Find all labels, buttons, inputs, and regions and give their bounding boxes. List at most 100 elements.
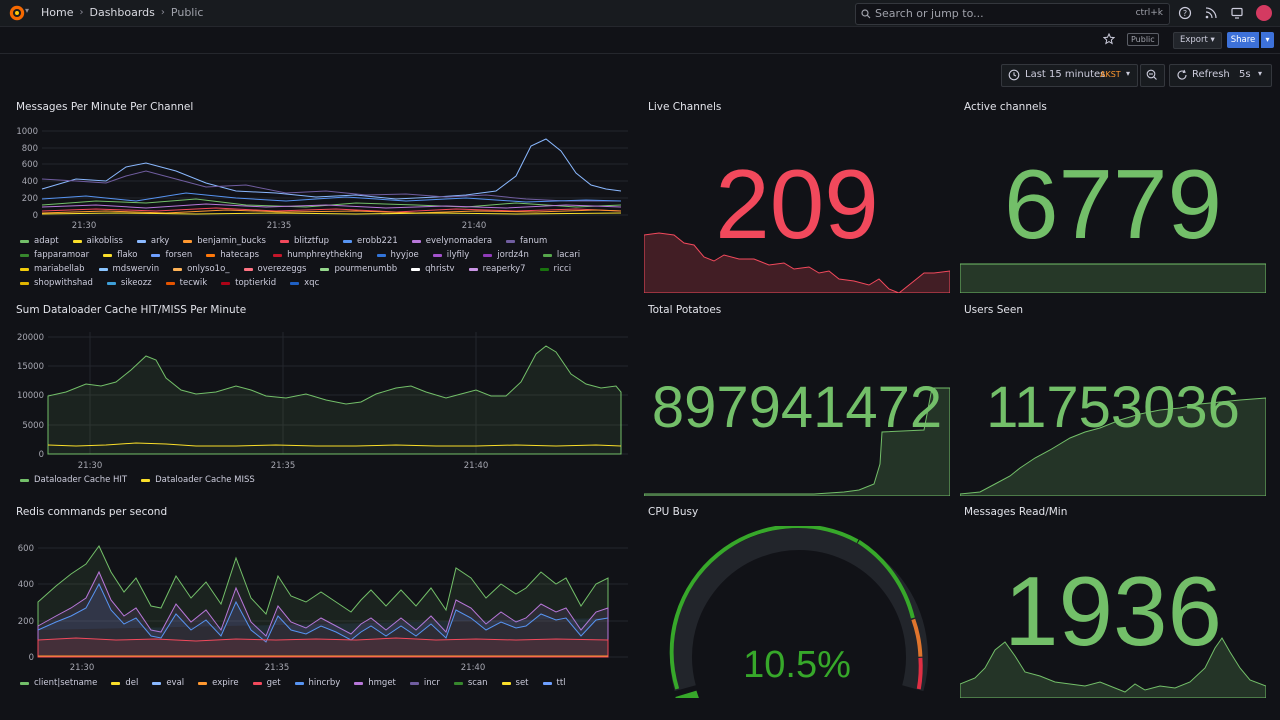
search-input[interactable]: Search or jump to... ctrl+k bbox=[855, 3, 1170, 25]
legend-item[interactable]: sikeozz bbox=[106, 278, 152, 288]
sparkline bbox=[960, 637, 1266, 698]
legend-item[interactable]: get bbox=[252, 678, 281, 688]
legend-label: Dataloader Cache HIT bbox=[34, 475, 128, 485]
cache-miss-series bbox=[47, 442, 622, 447]
legend-swatch bbox=[411, 239, 421, 243]
legend-swatch bbox=[376, 253, 386, 257]
help-icon[interactable]: ? bbox=[1178, 6, 1192, 20]
legend-item[interactable]: qhristv bbox=[411, 264, 455, 274]
panel-title: Total Potatoes bbox=[648, 304, 722, 316]
legend-item[interactable]: erobb221 bbox=[342, 236, 398, 246]
rss-news-icon[interactable] bbox=[1204, 6, 1218, 20]
y-tick: 10000 bbox=[17, 391, 44, 401]
user-avatar[interactable] bbox=[1256, 5, 1272, 21]
legend-item[interactable]: set bbox=[501, 678, 529, 688]
legend-item[interactable]: shopwithshad bbox=[20, 278, 93, 288]
legend-item[interactable]: ricci bbox=[539, 264, 571, 274]
legend-item[interactable]: mdswervin bbox=[98, 264, 159, 274]
legend-item[interactable]: toptierkid bbox=[221, 278, 276, 288]
chart-legend: client|setname del eval expire get hincrby hmg… bbox=[20, 678, 620, 688]
legend-item[interactable]: hmget bbox=[354, 678, 396, 688]
legend-item[interactable]: forsen bbox=[151, 250, 192, 260]
share-dropdown-chevron-icon[interactable]: ▾ bbox=[1261, 32, 1274, 48]
legend-swatch bbox=[183, 239, 193, 243]
legend-item[interactable]: humphreytheking bbox=[273, 250, 363, 260]
legend-swatch bbox=[20, 478, 29, 482]
share-button[interactable]: Share bbox=[1227, 32, 1259, 48]
legend-item[interactable]: hyyjoe bbox=[376, 250, 419, 260]
legend-label: mariabellab bbox=[34, 264, 85, 274]
legend-item[interactable]: evelynomadera bbox=[411, 236, 492, 246]
time-range-picker[interactable]: Last 15 minutes AKST ▾ bbox=[1001, 64, 1138, 87]
star-icon[interactable] bbox=[1103, 33, 1115, 45]
legend-item[interactable]: lacari bbox=[542, 250, 580, 260]
refresh-label: Refresh bbox=[1192, 69, 1230, 80]
breadcrumb-home[interactable]: Home bbox=[41, 6, 74, 19]
legend-swatch bbox=[20, 267, 29, 271]
legend-item[interactable]: adapt bbox=[20, 236, 59, 246]
refresh-button[interactable]: Refresh 5s ▾ bbox=[1169, 64, 1272, 87]
legend-item[interactable]: arky bbox=[136, 236, 169, 246]
legend-item[interactable]: Dataloader Cache MISS bbox=[141, 475, 255, 485]
legend-label: benjamin_bucks bbox=[197, 236, 266, 246]
clock-icon bbox=[1008, 69, 1020, 81]
legend-swatch bbox=[98, 267, 108, 271]
legend-label: aikobliss bbox=[86, 236, 123, 246]
sparkline bbox=[960, 397, 1266, 496]
search-shortcut: ctrl+k bbox=[1135, 8, 1163, 18]
legend-item[interactable]: xqc bbox=[290, 278, 319, 288]
redis-timeseries-chart[interactable]: 600 400 200 0 21:30 21:35 21:40 bbox=[16, 526, 628, 694]
chevron-down-icon[interactable]: ▾ bbox=[25, 6, 30, 15]
export-button[interactable]: Export ▾ bbox=[1173, 32, 1222, 49]
legend-item[interactable]: reaperky7 bbox=[468, 264, 526, 274]
dashboard-toolbar: Public Export ▾ Share ▾ bbox=[0, 27, 1280, 54]
legend-item[interactable]: expire bbox=[198, 678, 239, 688]
legend-item[interactable]: client|setname bbox=[20, 678, 97, 688]
zoom-out-button[interactable] bbox=[1140, 64, 1165, 87]
legend-item[interactable]: mariabellab bbox=[20, 264, 85, 274]
cache-timeseries-chart[interactable]: 20000 15000 10000 5000 0 21:30 21:35 21:… bbox=[16, 324, 628, 469]
legend-item[interactable]: ttl bbox=[542, 678, 566, 688]
legend-swatch bbox=[111, 681, 121, 685]
legend-item[interactable]: onlyso1o_ bbox=[173, 264, 230, 274]
y-tick: 400 bbox=[18, 580, 34, 590]
legend-item[interactable]: blitztfup bbox=[279, 236, 329, 246]
kiosk-monitor-icon[interactable] bbox=[1230, 6, 1244, 20]
legend-item[interactable]: overezeggs bbox=[243, 264, 306, 274]
legend-item[interactable]: del bbox=[111, 678, 138, 688]
legend-item[interactable]: fapparamoar bbox=[20, 250, 89, 260]
legend-item[interactable]: hatecaps bbox=[206, 250, 259, 260]
legend-item[interactable]: hincrby bbox=[294, 678, 340, 688]
legend-item[interactable]: flako bbox=[103, 250, 137, 260]
stat-value: 6779 bbox=[1003, 149, 1222, 259]
legend-item[interactable]: aikobliss bbox=[72, 236, 123, 246]
legend-label: scan bbox=[467, 678, 488, 688]
grafana-logo-icon[interactable] bbox=[8, 4, 26, 22]
legend-swatch bbox=[483, 253, 493, 257]
messages-timeseries-chart[interactable]: 1000 800 600 400 200 0 21:30 21:35 21:40 bbox=[16, 121, 628, 246]
legend-item[interactable]: jordz4n bbox=[483, 250, 529, 260]
legend-item[interactable]: Dataloader Cache HIT bbox=[20, 475, 127, 485]
legend-swatch bbox=[501, 681, 511, 685]
legend-item[interactable]: ilyfily bbox=[432, 250, 470, 260]
legend-label: ilyfily bbox=[446, 250, 470, 260]
legend-label: forsen bbox=[165, 250, 193, 260]
legend-item[interactable]: eval bbox=[152, 678, 184, 688]
breadcrumb-dashboards[interactable]: Dashboards bbox=[89, 6, 155, 19]
legend-item[interactable]: fanum bbox=[506, 236, 547, 246]
legend-swatch bbox=[252, 681, 262, 685]
legend-item[interactable]: pourmenumbb bbox=[320, 264, 397, 274]
panel-live-channels: Live Channels 209 bbox=[644, 101, 950, 293]
y-axis-ticks: 600 400 200 0 bbox=[18, 544, 34, 663]
legend-item[interactable]: incr bbox=[409, 678, 440, 688]
legend-label: pourmenumbb bbox=[334, 264, 398, 274]
legend-label: fapparamoar bbox=[34, 250, 90, 260]
legend-item[interactable]: scan bbox=[453, 678, 488, 688]
legend-label: eval bbox=[166, 678, 185, 688]
y-tick: 200 bbox=[22, 194, 38, 204]
panel-messages-per-minute: Messages Per Minute Per Channel 1000 800… bbox=[16, 101, 628, 291]
time-range-label: Last 15 minutes bbox=[1025, 69, 1106, 80]
panel-cpu-busy: CPU Busy 10.5% bbox=[644, 506, 950, 698]
legend-item[interactable]: tecwik bbox=[165, 278, 207, 288]
legend-item[interactable]: benjamin_bucks bbox=[183, 236, 266, 246]
